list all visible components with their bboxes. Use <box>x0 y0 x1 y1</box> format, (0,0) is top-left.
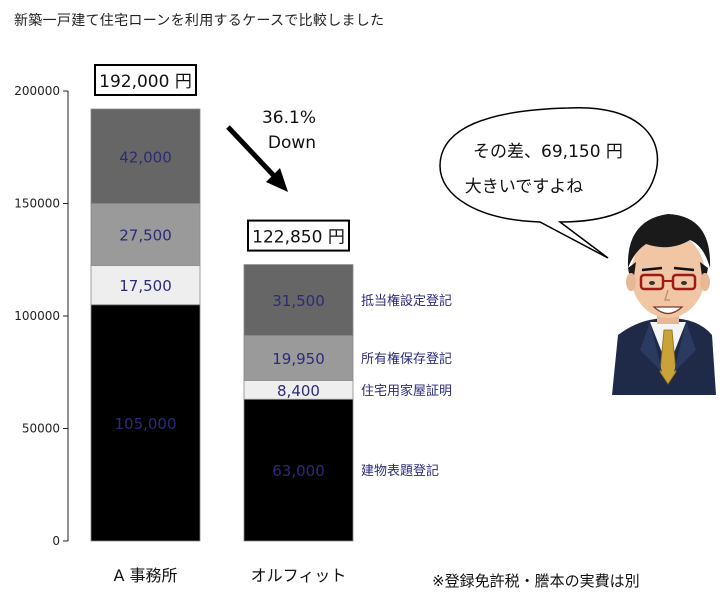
data-label: 42,000 <box>119 148 172 166</box>
total-box <box>247 219 350 252</box>
y-tick-label: 0 <box>52 534 60 548</box>
data-label: 27,500 <box>119 226 172 244</box>
category-label: オルフィット <box>251 566 347 585</box>
data-label: 105,000 <box>114 415 176 433</box>
data-label: 8,400 <box>277 382 320 400</box>
data-label: 63,000 <box>272 462 325 480</box>
down-arrow <box>226 125 279 181</box>
total-box <box>94 64 197 96</box>
down-arrow-head <box>266 168 288 192</box>
category-label: A 事務所 <box>113 566 177 585</box>
bar-segment <box>90 203 201 266</box>
legend-label: 所有権保存登記 <box>361 351 452 367</box>
total-label: 122,850 円 <box>252 228 345 248</box>
y-tick-label: 150000 <box>14 197 60 211</box>
speech-line: その差、69,150 円 <box>473 142 623 162</box>
y-tick-label: 100000 <box>14 309 60 323</box>
change-direction: Down <box>268 133 316 153</box>
bar-segment <box>90 264 201 306</box>
speech-bubble <box>439 107 659 259</box>
businessman-illustration <box>612 214 716 395</box>
y-tick-label: 50000 <box>22 422 60 436</box>
data-label: 31,500 <box>272 292 325 310</box>
bar-segment <box>243 335 354 381</box>
y-tick-label: 200000 <box>14 84 60 98</box>
legend-label: 住宅用家屋証明 <box>361 383 452 399</box>
speech-line: 大きいですよね <box>465 177 584 197</box>
footnote: ※登録免許税・謄本の実費は別 <box>432 572 640 590</box>
legend-label: 建物表題登記 <box>361 463 439 479</box>
page-title: 新築一戸建て住宅ローンを利用するケースで比較しました <box>14 13 385 29</box>
legend-label: 抵当権設定登記 <box>361 293 452 309</box>
bar-segment <box>90 304 201 542</box>
data-label: 19,950 <box>272 350 325 368</box>
change-percent: 36.1% <box>262 108 316 128</box>
bar-segment <box>90 108 201 204</box>
data-label: 17,500 <box>119 277 172 295</box>
bar-segment <box>243 264 354 336</box>
total-label: 192,000 円 <box>99 72 192 92</box>
